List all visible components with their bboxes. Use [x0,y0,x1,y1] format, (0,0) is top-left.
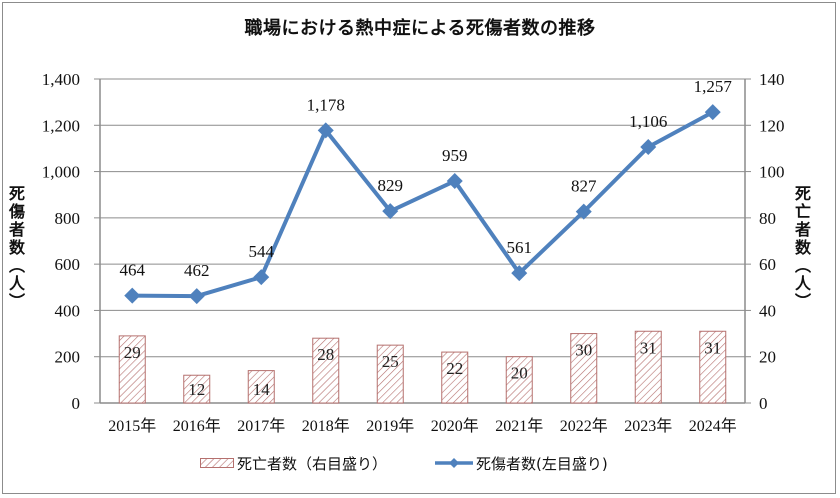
bar-deaths [441,351,469,404]
bar-value-label: 28 [317,345,334,364]
x-tick-label: 2023年 [624,417,672,435]
x-tick-label: 2015年 [108,417,156,435]
diamond-marker-icon [575,203,592,220]
x-tick-label: 2024年 [689,417,737,435]
diamond-marker-icon [640,139,657,156]
legend-item-deaths: 死亡者数（右目盛り） [200,453,387,474]
data-labels: 29 12 14 28 25 22 20 30 31 31 464 462 544 1,178 829 959… [120,77,733,399]
bar-value-label: 22 [446,359,463,378]
bar-value-label: 14 [253,380,271,399]
y-tick-right: 0 [759,394,768,413]
y-axis-right-label: 死亡者数 ︵ 人 ︶ [794,184,811,311]
bar-deaths [183,374,211,404]
line-value-label: 462 [184,261,210,280]
bar-deaths [118,335,146,404]
diamond-marker-icon [124,287,141,304]
x-tick-label: 2022年 [560,417,608,435]
line-series [124,104,721,305]
legend-label-deaths: 死亡者数（右目盛り） [237,454,388,473]
x-tick-label: 2019年 [366,417,414,435]
y-tick-right: 20 [759,348,776,367]
hatched-bar-swatch-icon [200,458,234,468]
axes: 0 0 200 20 400 40 600 60 800 80 1,000 100 1,200 120 1,… [42,70,785,435]
bar-deaths [570,333,598,404]
line-value-label: 1,178 [307,95,345,114]
line-casualties [132,110,714,299]
bar-deaths [505,356,533,404]
diamond-marker-icon [382,203,399,220]
bar-deaths [634,330,662,404]
x-tick-label: 2018年 [302,417,350,435]
x-tick-label: 2016年 [173,417,221,435]
y-tick-right: 40 [759,301,776,320]
diamond-marker-icon [188,288,205,305]
line-value-label: 1,106 [629,112,667,131]
bar-deaths [247,370,275,404]
y-tick-right: 100 [759,163,785,182]
y-tick-right: 60 [759,255,776,274]
line-value-label: 829 [378,176,404,195]
y-tick-right: 80 [759,209,776,228]
diamond-line-swatch-icon [435,458,474,468]
line-value-label: 544 [249,242,275,261]
diamond-marker-icon [446,173,463,190]
line-value-label: 959 [442,146,468,165]
bar-series [118,330,727,404]
bar-value-label: 20 [511,364,528,383]
line-value-label: 1,257 [694,77,733,96]
bar-value-label: 29 [124,343,141,362]
chart-title: 職場における熱中症による死傷者数の推移 [244,18,596,39]
y-tick-right: 140 [759,70,785,89]
legend-item-casualties: 死傷者数(左目盛り) [435,453,608,474]
bar-deaths [312,337,340,404]
bar-value-label: 25 [382,352,399,371]
y-tick-left: 800 [55,209,81,228]
bar-value-label: 12 [188,380,205,399]
bar-deaths [376,344,404,404]
bar-value-label: 31 [640,338,657,357]
legend: 死亡者数（右目盛り） 死傷者数(左目盛り) [200,452,656,474]
y-tick-left: 1,000 [42,163,80,182]
bar-value-label: 31 [704,338,721,357]
x-tick-label: 2021年 [495,417,543,435]
y-tick-left: 1,200 [42,116,80,135]
y-tick-left: 0 [72,394,81,413]
x-tick-label: 2017年 [237,417,285,435]
diamond-marker-icon [511,265,528,282]
y-tick-right: 120 [759,116,785,135]
diamond-marker-icon [253,269,270,286]
y-tick-left: 200 [55,348,81,367]
line-value-label: 827 [571,177,597,196]
y-tick-left: 400 [55,301,81,320]
y-axis-left-label: 死傷者数 ︵ 人 ︶ [8,184,25,311]
y-tick-left: 600 [55,255,81,274]
diamond-marker-icon [704,104,721,121]
x-tick-label: 2020年 [431,417,479,435]
y-tick-left: 1,400 [42,70,80,89]
line-value-label: 464 [120,261,146,280]
line-value-label: 561 [507,238,533,257]
legend-label-casualties: 死傷者数(左目盛り) [476,454,608,473]
bar-deaths [699,330,727,404]
diamond-marker-icon [317,122,334,139]
bar-value-label: 30 [575,341,592,360]
